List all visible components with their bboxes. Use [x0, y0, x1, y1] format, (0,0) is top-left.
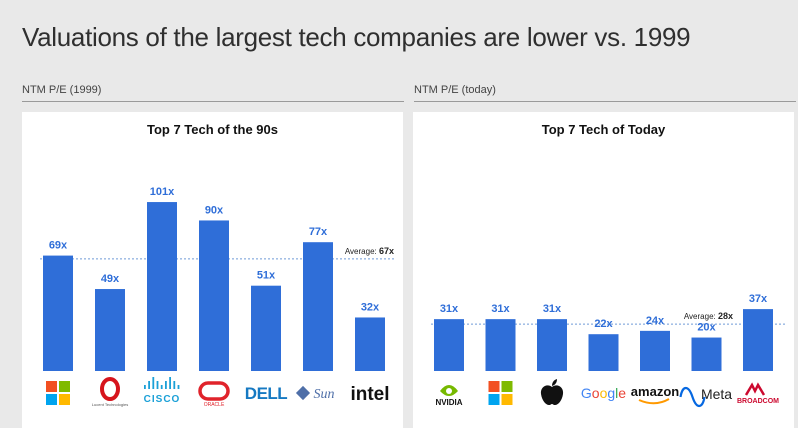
bar-value-label: 22x	[594, 318, 613, 330]
bar-meta	[691, 337, 722, 371]
chart-1999: Top 7 Tech of the 90s 69x 49x Lucent Techno…	[40, 122, 394, 408]
intel-logo-icon: intel	[350, 384, 389, 405]
bar-sun	[303, 242, 333, 371]
page-title: Valuations of the largest tech companies…	[22, 22, 691, 52]
bar-value-label: 31x	[543, 303, 562, 315]
bar-broadcom	[743, 309, 773, 371]
google-logo-icon: Google	[581, 385, 626, 401]
chart-today: Top 7 Tech of Today 31x NVIDIA 31x 31x 22x Goo…	[431, 122, 785, 408]
oracle-logo-icon: ORACLE	[198, 381, 230, 408]
bar-amazon	[640, 330, 670, 371]
svg-text:intel: intel	[350, 384, 389, 405]
bar-value-label: 51x	[257, 270, 276, 282]
sun-logo-icon: Sun	[295, 385, 335, 402]
chart-title: Top 7 Tech of the 90s	[147, 122, 278, 137]
section-rule-today	[414, 101, 796, 102]
average-label: Average: 28x	[684, 311, 733, 321]
microsoft-logo-icon	[488, 381, 513, 405]
apple-logo-icon	[540, 379, 564, 405]
bar-lucent-technologies	[95, 289, 125, 371]
bar-value-label: 31x	[491, 303, 510, 315]
section-rule-1999	[22, 101, 404, 102]
bar-value-label: 24x	[646, 315, 665, 327]
bar-value-label: 77x	[309, 226, 328, 238]
chart-title: Top 7 Tech of Today	[542, 122, 666, 137]
bar-dell	[251, 285, 281, 371]
bar-value-label: 90x	[205, 204, 224, 216]
svg-text:amazon: amazon	[631, 384, 679, 399]
bar-value-label: 101x	[150, 186, 175, 198]
bar-value-label: 20x	[697, 322, 716, 334]
bar-intel	[355, 317, 385, 371]
svg-text:Sun: Sun	[314, 387, 335, 402]
svg-text:Meta: Meta	[701, 386, 732, 402]
svg-text:CISCO: CISCO	[144, 394, 181, 405]
bar-value-label: 32x	[361, 301, 380, 313]
bar-nvidia	[434, 319, 464, 371]
bar-value-label: 37x	[749, 293, 768, 305]
meta-logo-icon: Meta	[679, 386, 732, 408]
bar-apple	[537, 319, 567, 371]
broadcom-logo-icon: BROADCOM	[737, 382, 779, 405]
bar-cisco	[147, 202, 177, 371]
bar-value-label: 69x	[49, 240, 68, 252]
nvidia-logo-icon: NVIDIA	[435, 385, 463, 407]
amazon-logo-icon: amazon	[631, 384, 679, 405]
bar-oracle	[199, 220, 229, 371]
bar-value-label: 31x	[440, 303, 459, 315]
bar-value-label: 49x	[101, 273, 120, 285]
chart-panel-1999: Top 7 Tech of the 90s 69x 49x Lucent Techno…	[22, 112, 403, 428]
microsoft-logo-icon	[46, 381, 70, 405]
lucent-technologies-logo-icon: Lucent Technologies	[92, 377, 128, 407]
cisco-logo-icon: CISCO	[144, 377, 181, 405]
svg-text:Lucent Technologies: Lucent Technologies	[92, 402, 128, 407]
svg-text:NVIDIA: NVIDIA	[435, 398, 462, 407]
chart-panel-today: Top 7 Tech of Today 31x NVIDIA 31x 31x 22x Goo…	[413, 112, 794, 428]
bar-google	[588, 334, 619, 371]
section-label-1999: NTM P/E (1999)	[22, 84, 102, 96]
bar-microsoft	[43, 255, 73, 371]
dell-logo-icon: DELL	[245, 384, 288, 403]
svg-text:Google: Google	[581, 385, 626, 401]
svg-text:ORACLE: ORACLE	[204, 402, 225, 408]
average-label: Average: 67x	[345, 246, 394, 256]
svg-text:DELL: DELL	[245, 384, 288, 403]
bar-microsoft	[485, 319, 516, 371]
svg-text:BROADCOM: BROADCOM	[737, 398, 779, 405]
section-label-today: NTM P/E (today)	[414, 84, 496, 96]
